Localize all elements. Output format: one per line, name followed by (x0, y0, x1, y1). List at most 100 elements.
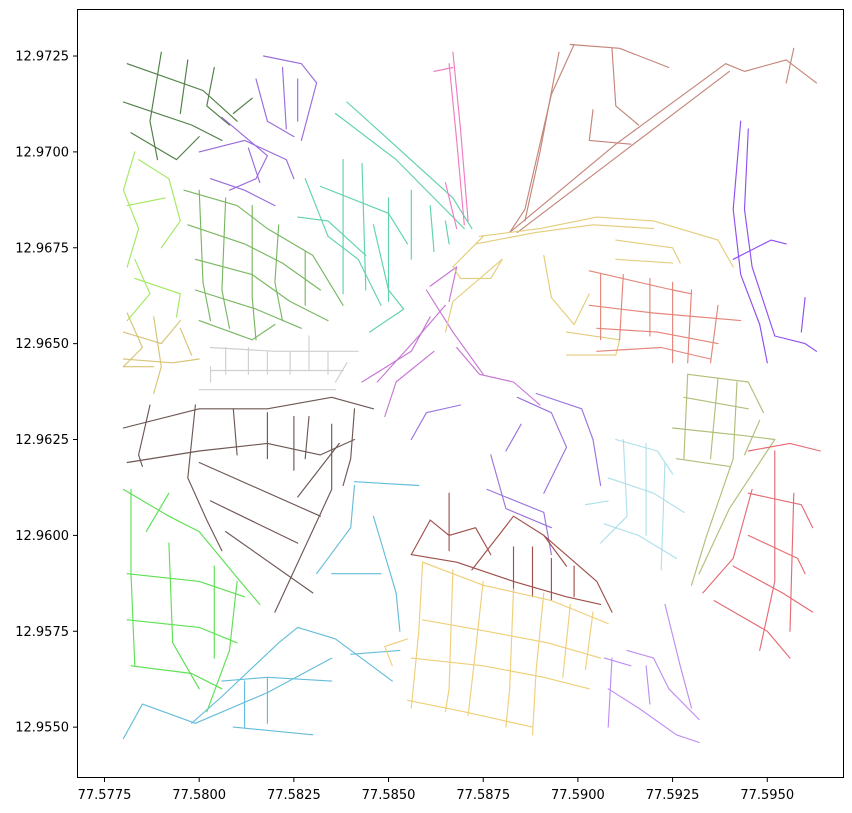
street-segment (187, 404, 223, 552)
street-segment (247, 147, 261, 184)
street-segment (713, 600, 791, 659)
street-segment (232, 97, 253, 115)
street-segment (232, 408, 238, 456)
y-tick-label: 12.9675 (15, 241, 69, 256)
street-segment (452, 51, 469, 222)
street-segment (297, 216, 367, 256)
street-segment (509, 43, 575, 233)
street-segment (785, 47, 795, 84)
street-segment (709, 304, 719, 364)
street-segment (709, 377, 719, 460)
street-segment (410, 404, 462, 441)
street-segment (384, 638, 409, 667)
street-cluster-3 (433, 51, 469, 230)
street-segment (410, 519, 431, 556)
street-segment (168, 542, 200, 690)
street-segment (206, 66, 231, 126)
x-tick-label: 77.5875 (456, 788, 510, 803)
street-segment (660, 461, 666, 571)
street-segment (422, 619, 602, 659)
street-segment (191, 626, 299, 724)
street-segment (596, 346, 712, 360)
street-segment (509, 63, 727, 233)
street-segment (505, 423, 522, 452)
y-tick-label: 12.9600 (15, 529, 69, 544)
street-cluster-15 (672, 373, 776, 586)
street-segment (198, 189, 212, 322)
street-segment (747, 492, 814, 529)
street-segment (225, 531, 314, 594)
street-segment (255, 78, 295, 138)
street-cluster-9 (122, 396, 374, 613)
street-segment (232, 726, 314, 736)
street-series-layer (122, 43, 821, 744)
street-segment (584, 611, 594, 671)
street-segment (672, 427, 776, 441)
street-segment (251, 205, 257, 341)
street-cluster-6 (183, 189, 344, 341)
street-segment (732, 239, 787, 260)
street-segment (475, 224, 655, 245)
street-segment (316, 484, 356, 575)
street-segment (607, 477, 685, 513)
street-segment (800, 297, 806, 333)
street-segment (369, 224, 405, 333)
street-cluster-14 (410, 392, 602, 556)
street-segment (297, 626, 393, 682)
street-segment (198, 461, 321, 517)
street-segment (126, 258, 151, 322)
street-segment (179, 327, 193, 356)
street-segment (429, 266, 458, 303)
street-segment (747, 442, 821, 452)
street-segment (281, 66, 287, 130)
street-segment (600, 438, 628, 544)
street-segment (425, 289, 484, 375)
street-segment (743, 419, 761, 456)
street-segment (429, 205, 435, 253)
street-segment (725, 59, 787, 72)
street-segment (607, 657, 613, 728)
street-cluster-1 (198, 55, 318, 207)
y-tick-label: 12.9625 (15, 433, 69, 448)
street-cluster-5 (122, 151, 181, 322)
street-segment (126, 197, 166, 207)
street-segment (626, 649, 700, 721)
street-segment (153, 316, 162, 395)
street-segment (732, 120, 761, 326)
street-segment (619, 274, 624, 341)
street-segment (304, 415, 310, 460)
street-segment (376, 304, 446, 383)
street-segment (452, 235, 503, 279)
street-cluster-21 (384, 561, 609, 736)
street-segment (429, 519, 492, 556)
street-cluster-13 (732, 120, 818, 364)
street-segment (516, 70, 730, 233)
street-segment (334, 362, 348, 383)
x-tick-label: 77.5850 (362, 788, 416, 803)
street-segment (122, 657, 333, 740)
street-segment (490, 454, 552, 529)
y-axis: 12.9550 12.9575 12.9600 12.9625 12.9650 12.96… (15, 50, 78, 736)
street-cluster-8 (198, 335, 359, 391)
street-segment (198, 139, 295, 180)
x-tick-label: 77.5775 (78, 788, 132, 803)
street-segment (690, 381, 738, 586)
street-segment (565, 331, 621, 356)
street-cluster-20 (410, 492, 613, 613)
street-segment (179, 59, 189, 115)
y-tick-label: 12.9550 (15, 721, 69, 736)
street-cluster-12 (588, 270, 742, 364)
street-segment (759, 450, 776, 651)
street-segment (471, 515, 568, 571)
street-segment (687, 289, 693, 364)
street-segment (384, 350, 435, 418)
street-segment (516, 396, 568, 494)
y-tick-label: 12.9575 (15, 625, 69, 640)
street-segment (209, 178, 276, 207)
street-segment (505, 588, 515, 728)
street-segment (789, 492, 795, 632)
street-segment (774, 335, 818, 352)
street-segment (353, 481, 420, 487)
